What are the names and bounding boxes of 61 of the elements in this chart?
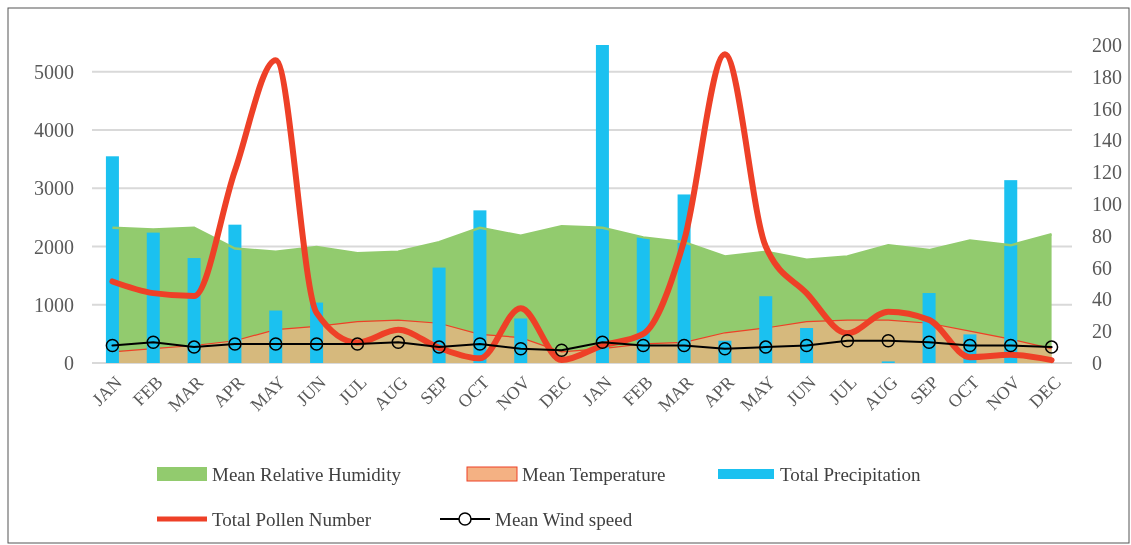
x-tick-label: JUL bbox=[824, 372, 861, 409]
legend-label: Mean Relative Humidity bbox=[212, 463, 402, 485]
point bbox=[228, 337, 242, 351]
point bbox=[759, 340, 773, 354]
legend-label: Mean Temperature bbox=[522, 463, 666, 485]
y2-tick-label: 140 bbox=[1092, 129, 1122, 152]
bar bbox=[595, 45, 609, 363]
bar bbox=[105, 156, 119, 363]
legend-label: Total Precipitation bbox=[780, 463, 922, 485]
legend-label: Mean Wind speed bbox=[495, 508, 633, 530]
y-tick-label: 5000 bbox=[34, 60, 74, 83]
point bbox=[391, 335, 405, 350]
bar bbox=[1004, 180, 1018, 363]
y2-tick-label: 20 bbox=[1092, 320, 1112, 343]
point bbox=[595, 335, 610, 350]
bar bbox=[473, 210, 487, 363]
y-tick-label: 0 bbox=[64, 352, 74, 374]
y2-tick-label: 60 bbox=[1092, 256, 1112, 279]
point bbox=[554, 343, 569, 358]
x-tick-label: FEB bbox=[619, 372, 657, 410]
point bbox=[1044, 340, 1059, 354]
point bbox=[718, 341, 732, 356]
point bbox=[309, 337, 324, 351]
x-tick-label: FEB bbox=[129, 372, 167, 410]
point bbox=[963, 338, 977, 353]
y2-tick-label: 120 bbox=[1092, 161, 1122, 184]
y2-tick-label: 200 bbox=[1092, 34, 1122, 56]
bar bbox=[228, 224, 242, 363]
y2-tick-label: 40 bbox=[1092, 288, 1112, 311]
point bbox=[473, 337, 487, 351]
legend-label: Total Pollen Number bbox=[212, 508, 372, 530]
y2-tick-label: 160 bbox=[1092, 97, 1122, 120]
point bbox=[146, 335, 160, 350]
point bbox=[636, 338, 650, 353]
point bbox=[105, 338, 120, 353]
point bbox=[840, 333, 855, 348]
y2-tick-label: 0 bbox=[1092, 352, 1102, 374]
point bbox=[1004, 338, 1018, 353]
point bbox=[350, 337, 365, 351]
point bbox=[881, 333, 895, 348]
y2-tick-label: 80 bbox=[1092, 224, 1112, 247]
y-tick-label: 4000 bbox=[34, 119, 74, 142]
y2-tick-label: 100 bbox=[1092, 193, 1122, 215]
point bbox=[187, 340, 201, 354]
y-tick-label: 3000 bbox=[34, 177, 74, 200]
x-tick-label: JUL bbox=[334, 372, 371, 409]
point bbox=[922, 335, 936, 350]
point bbox=[677, 338, 691, 353]
y2-tick-label: 180 bbox=[1092, 65, 1122, 88]
point bbox=[432, 340, 446, 354]
x-tick-label: APR bbox=[209, 372, 249, 412]
bar bbox=[146, 232, 160, 363]
point bbox=[799, 338, 814, 353]
bar bbox=[759, 296, 773, 363]
y-tick-label: 1000 bbox=[34, 293, 74, 316]
y-tick-label: 2000 bbox=[34, 235, 74, 258]
x-tick-label: SEP bbox=[416, 372, 453, 409]
x-tick-label: SEP bbox=[906, 372, 943, 409]
x-tick-label: APR bbox=[699, 372, 739, 412]
point bbox=[269, 337, 283, 351]
point bbox=[514, 341, 528, 356]
